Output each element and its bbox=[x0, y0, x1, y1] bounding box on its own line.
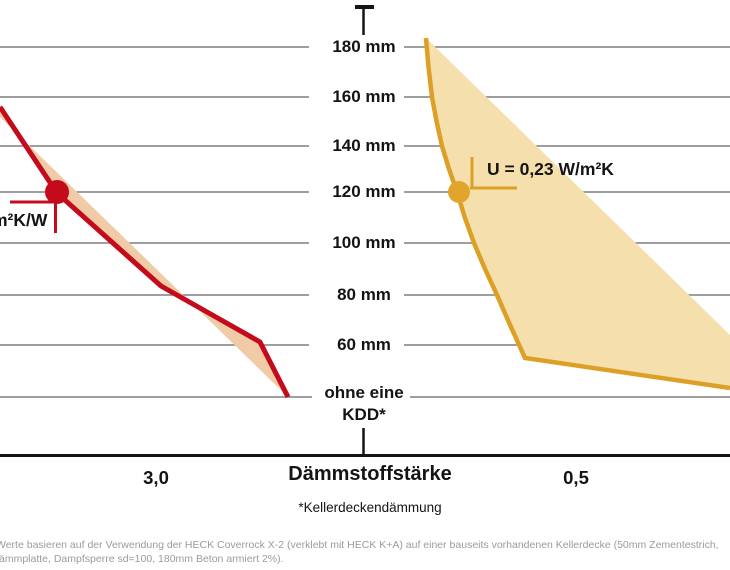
footnote-line-2: ämmplatte, Dampfsperre sd=100, 180mm Bet… bbox=[0, 552, 284, 565]
y-tick-label: 100 mm bbox=[332, 233, 396, 252]
u-value-marker-label: U = 0,23 W/m²K bbox=[487, 159, 614, 179]
y-tick-label: 180 mm bbox=[332, 37, 396, 56]
x-axis-title: Dämmstoffstärke bbox=[288, 463, 452, 485]
y-tick-label: 160 mm bbox=[332, 87, 396, 106]
y-tick-label: 60 mm bbox=[337, 335, 391, 354]
x-axis-right-tick-label: 0,5 bbox=[563, 467, 589, 488]
x-axis-left-tick-label: 3,0 bbox=[143, 467, 169, 488]
orange-data-point-120mm bbox=[448, 181, 470, 203]
orange-u-value-curve bbox=[423, 37, 730, 391]
red-series-band bbox=[0, 107, 288, 397]
footnote-line-1: Werte basieren auf der Verwendung der HE… bbox=[0, 539, 719, 551]
y-tick-label: 120 mm bbox=[332, 182, 396, 201]
red-r-value-curve bbox=[0, 105, 291, 399]
y-tick-label: 80 mm bbox=[337, 285, 391, 304]
plot-svg bbox=[0, 5, 730, 457]
x-axis-footnote: *Kellerdeckendämmung bbox=[298, 500, 442, 515]
red-data-point-120mm bbox=[45, 180, 69, 204]
y-tick-label-no-kdd-line1: ohne eine bbox=[324, 383, 404, 402]
orange-series-band bbox=[426, 38, 730, 388]
y-tick-label: 140 mm bbox=[332, 136, 396, 155]
y-tick-label-no-kdd-line2: KDD* bbox=[342, 405, 386, 424]
r-value-marker-label: m²K/W bbox=[0, 210, 48, 230]
chart-footnote: Werte basieren auf der Verwendung der HE… bbox=[0, 539, 730, 566]
